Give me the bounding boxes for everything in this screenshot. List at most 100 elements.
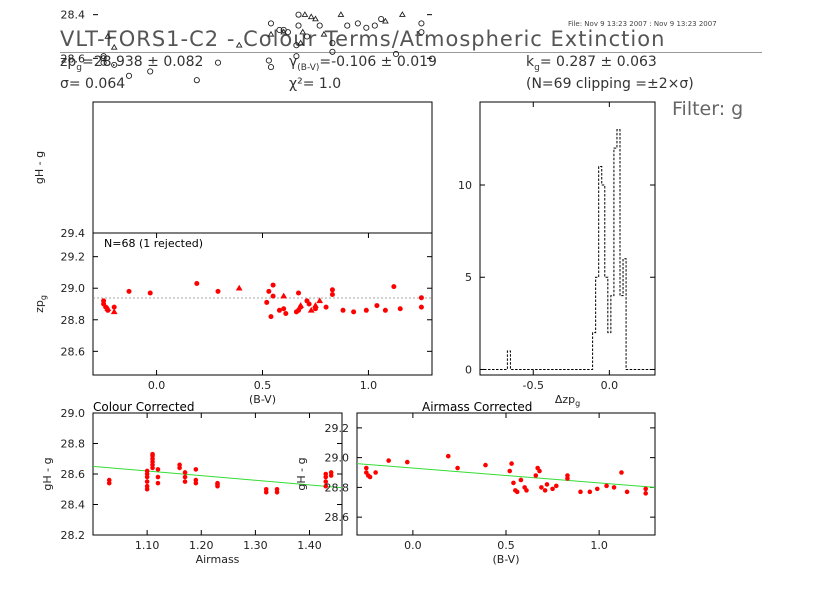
colour-point (144, 479, 150, 484)
colour-point (323, 471, 329, 477)
airmass-point (544, 482, 550, 487)
colour-point (263, 486, 269, 492)
zp-point (126, 288, 132, 294)
airmass-point (483, 462, 488, 468)
hist-xlabel: Δzpg (555, 393, 580, 408)
raw-point-triangle (235, 41, 243, 48)
airmass-point (643, 491, 648, 496)
hist-frame (479, 101, 656, 376)
colour-xlabel: Airmass (196, 553, 240, 566)
zp-point (323, 304, 329, 310)
airmass-xtick-label: 0.0 (404, 539, 422, 552)
colour-xtick-label: 1.10 (135, 539, 160, 552)
raw-point-triangle (280, 28, 288, 35)
raw-point-circle (363, 24, 370, 31)
raw-point-circle (147, 68, 154, 75)
airmass-point (364, 465, 369, 471)
raw-point-triangle (337, 11, 345, 17)
airmass-point (518, 477, 524, 483)
raw-point-circle (125, 72, 133, 79)
raw-point-circle (371, 22, 378, 29)
airmass-point (537, 468, 542, 474)
zp-frame (92, 232, 433, 376)
colour-term-stat: γ(B-V)=-0.106 ± 0.019 (289, 54, 437, 73)
airmass-fit-line (356, 463, 656, 488)
colour-point (177, 465, 182, 471)
colour-point (106, 480, 112, 486)
raw-ytick-label: 29.4 (61, 227, 86, 240)
hist-outline (480, 129, 655, 370)
zp-point-triangle (316, 297, 324, 304)
raw-point-triangle (307, 13, 315, 20)
zp-point-triangle (297, 302, 305, 308)
raw-point-triangle (398, 11, 406, 17)
raw-point-triangle (312, 15, 319, 22)
zp-point (270, 282, 276, 288)
colour-point (155, 474, 161, 480)
airmass-xtick-label: 1.0 (590, 539, 608, 552)
airmass-point (604, 483, 609, 489)
title-divider (60, 52, 762, 53)
sigma-stat: σ= 0.064 (60, 76, 126, 92)
raw-point-triangle (110, 43, 118, 50)
colour-point (193, 480, 199, 486)
zp-ytick-label: 29.2 (61, 251, 86, 264)
raw-point-circle (316, 22, 323, 29)
page-title: VLT-FORS1-C2 - Colour Terms/Atmospheric … (60, 27, 666, 51)
zp-point (351, 309, 357, 315)
zp-xtick-label: 0.5 (254, 379, 272, 392)
gamma-subscript: (B-V) (297, 62, 320, 73)
raw-point-circle (378, 15, 385, 23)
colour-point (323, 483, 329, 489)
raw-ylabel: gH - g (33, 151, 46, 184)
airmass-point (578, 489, 583, 495)
file-timestamp: File: Nov 9 13:23 2007 : Nov 9 13:23 200… (568, 20, 717, 28)
zp-point (306, 301, 312, 307)
raw-point-triangle (320, 30, 328, 37)
colour-ylabel-group: gH - g (41, 457, 54, 490)
colour-fit-line (92, 465, 343, 489)
raw-point-circle (265, 57, 272, 64)
zp-ylabel-sub: g (39, 295, 48, 300)
airmass-point (511, 480, 516, 486)
raw-point-circle (267, 20, 275, 27)
hist-ytick-label: 10 (458, 179, 472, 192)
zp-point (283, 310, 289, 316)
airmass-ytick-label: 29.0 (325, 452, 350, 465)
zp-point-triangle (104, 305, 112, 312)
raw-point-circle (303, 33, 311, 40)
zp-symbol: zp (60, 54, 77, 70)
airmass-ytick-label: 28.8 (325, 481, 350, 494)
airmass-xlabel: (B-V) (493, 553, 520, 566)
hist-ytick-label: 0 (465, 363, 472, 376)
gamma-symbol: γ (289, 54, 298, 70)
colour-point (155, 480, 161, 486)
zp-point (296, 290, 302, 296)
zp-point (329, 292, 335, 298)
raw-point-circle (100, 53, 107, 60)
airmass-point (373, 470, 378, 475)
zp-annotation: N=68 (1 rejected) (104, 237, 203, 250)
raw-point-circle (329, 48, 336, 55)
airmass-ytick-label: 29.2 (325, 422, 350, 435)
airmass-point (507, 468, 513, 474)
hist-xtick-label: 0.0 (601, 379, 619, 392)
raw-point-circle (100, 55, 107, 62)
raw-point-triangle (382, 17, 389, 24)
zp-point (276, 307, 282, 313)
colour-point (182, 479, 188, 484)
zp-point (418, 295, 424, 301)
colour-xtick-label: 1.20 (189, 539, 214, 552)
airmass-point (594, 486, 600, 492)
colour-ytick-label: 28.4 (61, 499, 86, 512)
airmass-point (643, 486, 648, 492)
raw-point-circle (214, 59, 222, 66)
airmass-point (455, 465, 460, 471)
airmass-point (542, 488, 548, 493)
zp-subscript: g (76, 62, 82, 73)
zp-point (418, 304, 424, 310)
raw-point-circle (418, 29, 425, 36)
airmass-point (514, 489, 520, 495)
airmass-frame (356, 412, 656, 536)
